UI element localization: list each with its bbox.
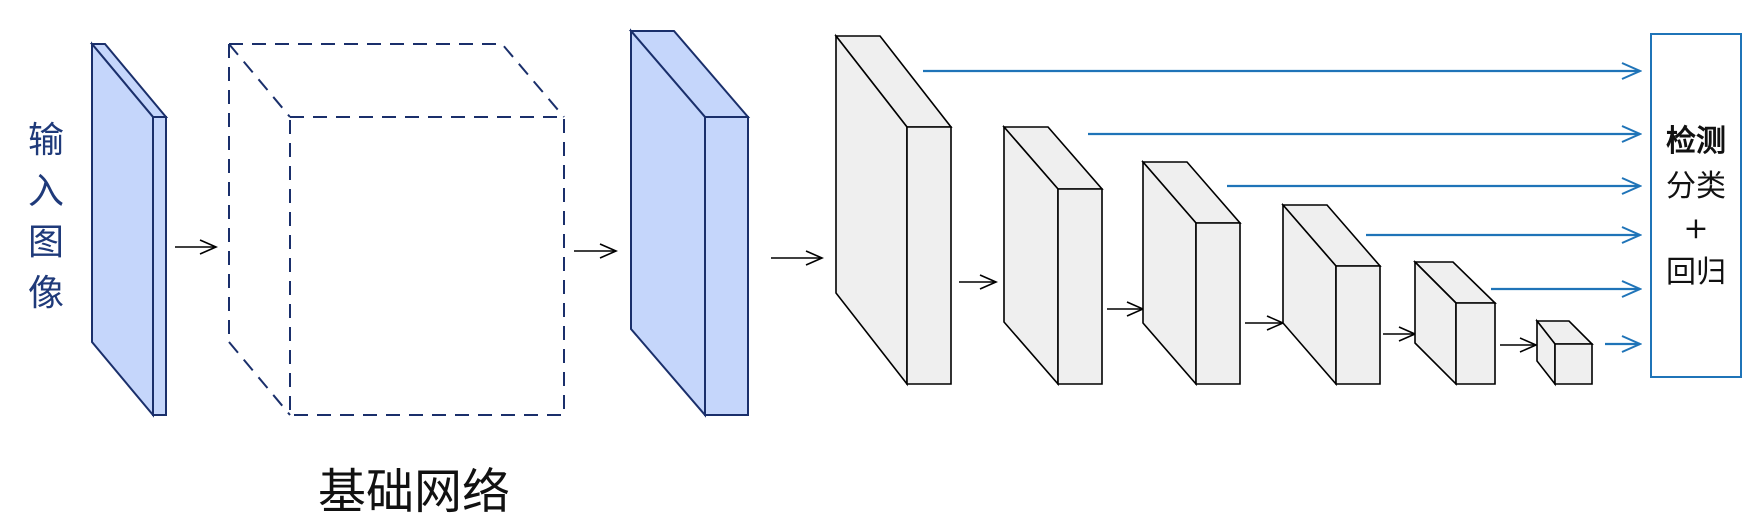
plus-label: +: [1683, 211, 1708, 246]
conv-feature-slab: [628, 28, 751, 418]
feature-map-2: [1002, 124, 1104, 387]
input-label-char-2: 入: [28, 171, 64, 212]
classification-label: 分类: [1666, 169, 1726, 204]
base-network-box: [228, 43, 565, 416]
feature-map-6: [1535, 318, 1594, 387]
input-image-label: 输 入 图 像: [28, 120, 64, 314]
feature-map-5: [1413, 260, 1497, 386]
input-label-char-3: 图: [28, 222, 64, 263]
detection-box: [1650, 33, 1742, 378]
feature-map-4: [1281, 202, 1382, 387]
feature-map-3: [1141, 159, 1242, 387]
input-label-char-1: 输: [28, 120, 64, 161]
base-network-label: 基础网络: [318, 464, 510, 520]
feature-map-1: [834, 33, 953, 387]
input-label-char-4: 像: [28, 273, 64, 314]
detection-label: 检测: [1666, 124, 1726, 159]
regression-label: 回归: [1666, 255, 1726, 290]
input-image-slab: [89, 41, 169, 418]
detection-arrows: [923, 71, 1640, 344]
